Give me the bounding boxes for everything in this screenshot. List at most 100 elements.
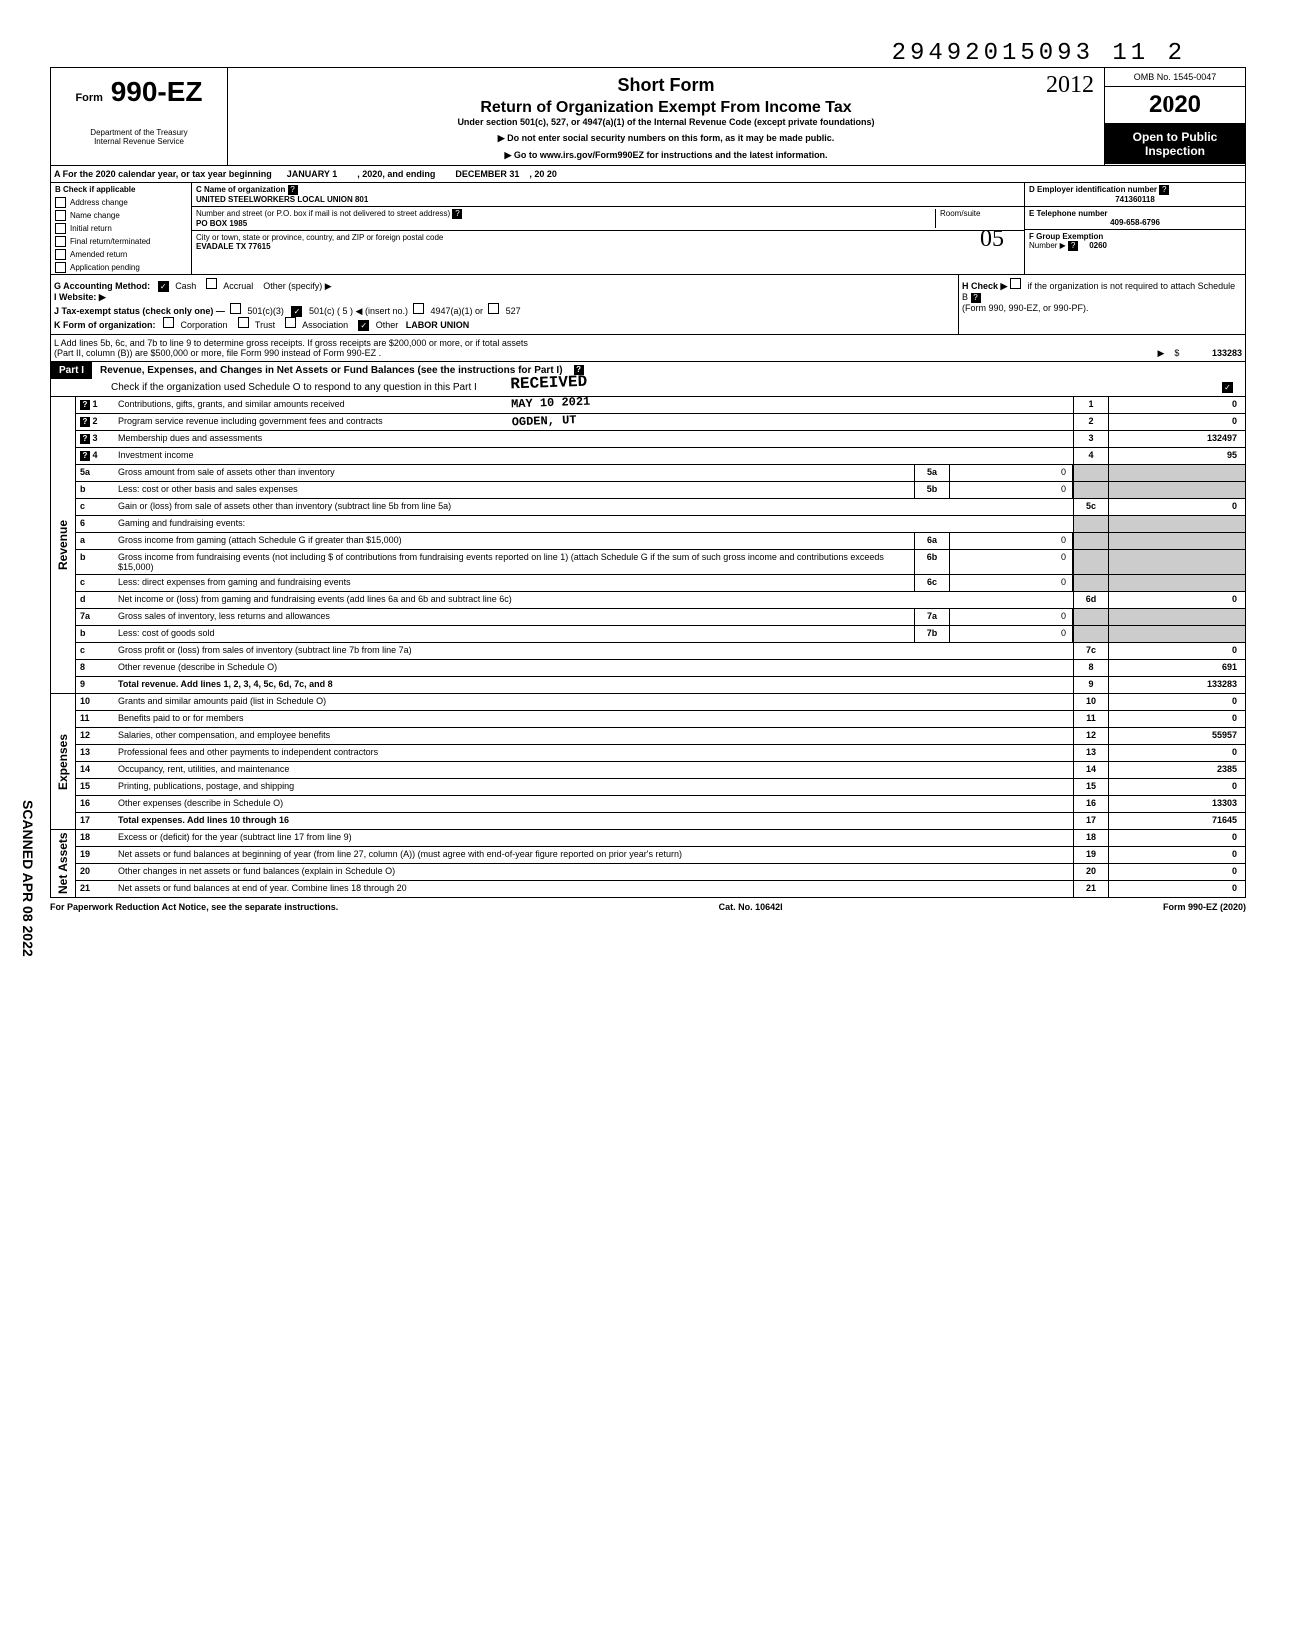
chk-name[interactable]: Name change bbox=[70, 211, 120, 220]
line-row: 9Total revenue. Add lines 1, 2, 3, 4, 5c… bbox=[76, 676, 1245, 693]
line-row: 11Benefits paid to or for members110 bbox=[76, 710, 1245, 727]
open-public-2: Inspection bbox=[1109, 144, 1241, 158]
k-label: K Form of organization: bbox=[54, 320, 156, 330]
line-row: bGross income from fundraising events (n… bbox=[76, 549, 1245, 574]
form-number: Form 990-EZ bbox=[59, 76, 219, 108]
received-stamp: RECEIVED MAY 10 2021 OGDEN, UT bbox=[510, 373, 591, 430]
label-f-group: F Group Exemption bbox=[1029, 232, 1103, 241]
chk-initial[interactable]: Initial return bbox=[70, 224, 112, 233]
row-l: L Add lines 5b, 6c, and 7b to line 9 to … bbox=[50, 335, 1246, 362]
line-row: ? 3Membership dues and assessments313249… bbox=[76, 430, 1245, 447]
help-icon[interactable]: ? bbox=[452, 209, 462, 219]
line-row: 8Other revenue (describe in Schedule O)8… bbox=[76, 659, 1245, 676]
line-row: 21Net assets or fund balances at end of … bbox=[76, 880, 1245, 897]
section-bcd: B Check if applicable Address change Nam… bbox=[50, 183, 1246, 275]
chk-501c[interactable]: ✓ bbox=[291, 306, 302, 317]
label-d-ein: D Employer identification number bbox=[1029, 185, 1157, 194]
help-icon[interactable]: ? bbox=[288, 185, 298, 195]
line-row: 13Professional fees and other payments t… bbox=[76, 744, 1245, 761]
line-row: 5aGross amount from sale of assets other… bbox=[76, 464, 1245, 481]
help-icon[interactable]: ? bbox=[1159, 185, 1169, 195]
expenses-section: Expenses 10Grants and similar amounts pa… bbox=[50, 694, 1246, 830]
phone-value: 409-658-6796 bbox=[1110, 218, 1160, 227]
line-row: 18Excess or (deficit) for the year (subt… bbox=[76, 830, 1245, 846]
labor-union: LABOR UNION bbox=[406, 320, 470, 330]
line-row: 10Grants and similar amounts paid (list … bbox=[76, 694, 1245, 710]
chk-h[interactable] bbox=[1010, 278, 1021, 289]
handwritten-05: 05 bbox=[980, 226, 1004, 253]
city-state-zip: EVADALE TX 77615 bbox=[196, 242, 271, 251]
line-row: ? 2Program service revenue including gov… bbox=[76, 413, 1245, 430]
scanned-stamp: SCANNED APR 08 2022 bbox=[20, 800, 36, 957]
line-row: 19Net assets or fund balances at beginni… bbox=[76, 846, 1245, 863]
label-city: City or town, state or province, country… bbox=[196, 233, 443, 242]
dln-number: 29492015093 11 2 bbox=[50, 40, 1186, 67]
h-label: H Check ▶ bbox=[962, 281, 1007, 291]
line-row: cGross profit or (loss) from sales of in… bbox=[76, 642, 1245, 659]
j-label: J Tax-exempt status (check only one) — bbox=[54, 306, 225, 316]
label-addr: Number and street (or P.O. box if mail i… bbox=[196, 209, 450, 218]
line-row: ? 1Contributions, gifts, grants, and sim… bbox=[76, 397, 1245, 413]
chk-amended[interactable]: Amended return bbox=[70, 250, 127, 259]
part1-header: Part I Revenue, Expenses, and Changes in… bbox=[50, 362, 1246, 397]
under-section: Under section 501(c), 527, or 4947(a)(1)… bbox=[238, 117, 1094, 127]
return-title: Return of Organization Exempt From Incom… bbox=[238, 99, 1094, 117]
dept-treasury: Department of the Treasury bbox=[59, 128, 219, 137]
line-row: 16Other expenses (describe in Schedule O… bbox=[76, 795, 1245, 812]
line-row: 14Occupancy, rent, utilities, and mainte… bbox=[76, 761, 1245, 778]
line-row: 12Salaries, other compensation, and empl… bbox=[76, 727, 1245, 744]
netassets-section: Net Assets 18Excess or (deficit) for the… bbox=[50, 830, 1246, 898]
chk-other-org[interactable]: ✓ bbox=[358, 320, 369, 331]
g-label: G Accounting Method: bbox=[54, 281, 150, 291]
side-netassets: Net Assets bbox=[51, 830, 76, 897]
org-name: UNITED STEELWORKERS LOCAL UNION 801 bbox=[196, 195, 368, 204]
chk-assoc[interactable] bbox=[285, 317, 296, 328]
form-header: Form 990-EZ Department of the Treasury I… bbox=[50, 67, 1246, 166]
line-row: 15Printing, publications, postage, and s… bbox=[76, 778, 1245, 795]
line-row: ? 4Investment income495 bbox=[76, 447, 1245, 464]
label-c: C Name of organization bbox=[196, 185, 285, 194]
line-row: cLess: direct expenses from gaming and f… bbox=[76, 574, 1245, 591]
group-num: 0260 bbox=[1089, 241, 1107, 250]
instruction-web: ▶ Go to www.irs.gov/Form990EZ for instru… bbox=[238, 150, 1094, 161]
chk-527[interactable] bbox=[488, 303, 499, 314]
omb-number: OMB No. 1545-0047 bbox=[1105, 68, 1245, 87]
chk-accrual[interactable] bbox=[206, 278, 217, 289]
line-row: bLess: cost or other basis and sales exp… bbox=[76, 481, 1245, 498]
chk-cash[interactable]: ✓ bbox=[158, 281, 169, 292]
chk-501c3[interactable] bbox=[230, 303, 241, 314]
chk-trust[interactable] bbox=[238, 317, 249, 328]
po-box: PO BOX 1985 bbox=[196, 219, 247, 228]
b-header: B Check if applicable bbox=[51, 183, 191, 196]
chk-address[interactable]: Address change bbox=[70, 198, 128, 207]
form-year: 20202020 bbox=[1105, 87, 1245, 124]
help-icon[interactable]: ? bbox=[971, 293, 981, 303]
line-row: dNet income or (loss) from gaming and fu… bbox=[76, 591, 1245, 608]
chk-application[interactable]: Application pending bbox=[70, 263, 140, 272]
chk-4947[interactable] bbox=[413, 303, 424, 314]
ein-value: 741360118 bbox=[1115, 195, 1155, 204]
help-icon[interactable]: ? bbox=[1068, 241, 1078, 251]
irs-label: Internal Revenue Service bbox=[59, 137, 219, 146]
label-e-phone: E Telephone number bbox=[1029, 209, 1108, 218]
line-row: bLess: cost of goods sold7b0 bbox=[76, 625, 1245, 642]
i-website: I Website: ▶ bbox=[54, 292, 106, 302]
line-row: 20Other changes in net assets or fund ba… bbox=[76, 863, 1245, 880]
line-row: cGain or (loss) from sale of assets othe… bbox=[76, 498, 1245, 515]
gross-receipts: 133283 bbox=[1212, 348, 1242, 358]
row-a-tax-year: A For the 2020 calendar year, or tax yea… bbox=[50, 166, 1246, 183]
page-footer: For Paperwork Reduction Act Notice, see … bbox=[50, 898, 1246, 916]
side-revenue: Revenue bbox=[51, 397, 76, 693]
line-row: 7aGross sales of inventory, less returns… bbox=[76, 608, 1245, 625]
label-room: Room/suite bbox=[940, 209, 980, 218]
revenue-section: Revenue ? 1Contributions, gifts, grants,… bbox=[50, 397, 1246, 694]
rows-ghijk: G Accounting Method: ✓ Cash Accrual Othe… bbox=[50, 275, 1246, 335]
side-expenses: Expenses bbox=[51, 694, 76, 829]
chk-schedule-o[interactable]: ✓ bbox=[1222, 382, 1233, 393]
chk-corp[interactable] bbox=[163, 317, 174, 328]
short-form-title: Short Form bbox=[618, 75, 715, 96]
handwritten-year: 2012 bbox=[715, 72, 1095, 99]
instruction-ssn: ▶ Do not enter social security numbers o… bbox=[238, 133, 1094, 144]
open-public-1: Open to Public bbox=[1109, 130, 1241, 144]
chk-final[interactable]: Final return/terminated bbox=[70, 237, 150, 246]
